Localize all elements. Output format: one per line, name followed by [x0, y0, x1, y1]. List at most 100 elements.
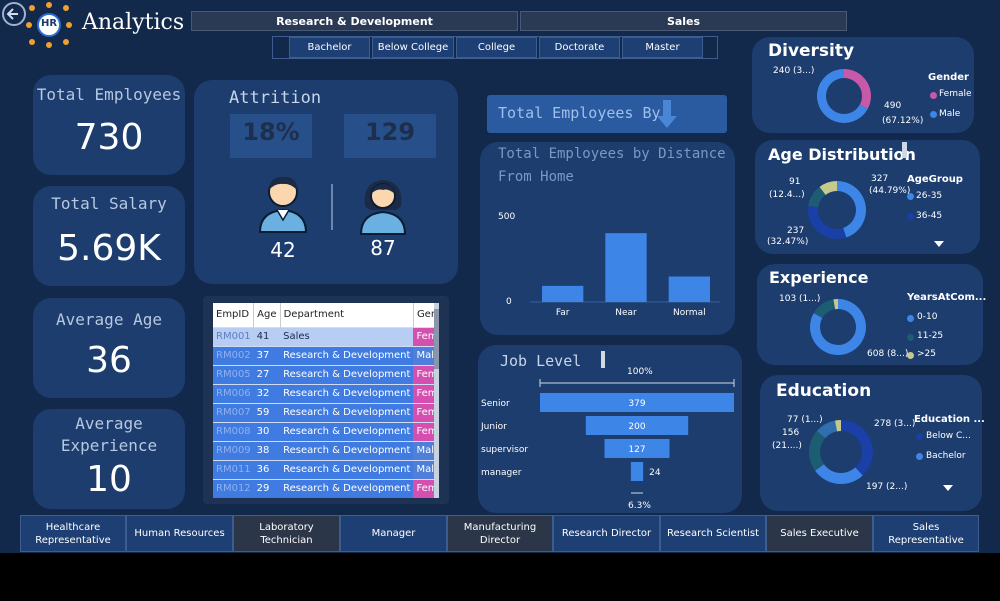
- edu-slicer-below-college[interactable]: Below College: [372, 37, 454, 58]
- edu-slicer-college[interactable]: College: [456, 37, 537, 58]
- job-role-laboratory-technician[interactable]: Laboratory Technician: [233, 515, 340, 552]
- total-employees-by-button[interactable]: Total Employees By: [487, 95, 727, 133]
- slice-11-25-1[interactable]: [813, 299, 836, 319]
- job-role-manager[interactable]: Manager: [340, 515, 447, 552]
- cell-gender: Fema: [413, 383, 434, 403]
- slice--25-2[interactable]: [833, 299, 838, 310]
- job-role-manufacturing-director[interactable]: Manufacturing Director: [447, 515, 553, 552]
- bar-near[interactable]: [605, 233, 647, 302]
- table-row[interactable]: RM00141SalesFema: [213, 326, 434, 346]
- col-department[interactable]: Department: [280, 303, 414, 327]
- funnel-label-supervisor: supervisor: [481, 445, 528, 455]
- table-scrollbar[interactable]: [434, 303, 439, 498]
- slice-other-2[interactable]: [809, 430, 826, 471]
- slice-other-2[interactable]: [808, 186, 826, 208]
- cell-gender: Fema: [413, 326, 434, 346]
- cell-department: Research & Development: [280, 421, 414, 441]
- back-button[interactable]: [2, 2, 26, 26]
- male-value-label-1: 490: [884, 101, 902, 111]
- cell-empid: RM009: [213, 440, 254, 460]
- funnel-bar-manager[interactable]: [630, 462, 644, 481]
- legend-36-45[interactable]: 36-45: [916, 211, 943, 221]
- slice-male-1[interactable]: [817, 69, 868, 123]
- slice-other-3[interactable]: [819, 181, 837, 195]
- attrition-title: Attrition: [229, 88, 322, 108]
- col-age[interactable]: Age: [253, 303, 281, 327]
- employee-table-wrap: EmpID Age Department Gend RM00141SalesFe…: [213, 303, 434, 498]
- legend-male[interactable]: Male: [939, 109, 961, 119]
- job-role-sales-representative[interactable]: Sales Representative: [873, 515, 979, 552]
- cell-gender: Fema: [413, 421, 434, 441]
- job-role-research-scientist[interactable]: Research Scientist: [660, 515, 766, 552]
- table-scrollbar-thumb[interactable]: [434, 309, 439, 369]
- job-role-research-director[interactable]: Research Director: [553, 515, 660, 552]
- distance-bar-chart: Far Near Normal: [530, 233, 720, 318]
- edu-slicer-master[interactable]: Master: [622, 37, 703, 58]
- education-title: Education: [776, 381, 872, 401]
- dept-slicer-sales[interactable]: Sales: [520, 11, 847, 31]
- legend-dot-26-35: [907, 193, 914, 200]
- slice-below-college-0[interactable]: [841, 420, 873, 476]
- funnel-bar-junior[interactable]: [585, 416, 689, 435]
- slice-other-4[interactable]: [834, 420, 841, 432]
- slice-bachelor-1[interactable]: [815, 464, 863, 484]
- kpi-label: Average Age: [56, 310, 162, 329]
- divider: [331, 184, 333, 230]
- funnel-value-junior: 200: [628, 422, 645, 432]
- cell-age: 30: [253, 421, 281, 441]
- slice-26-35-0[interactable]: [837, 181, 866, 238]
- slice-36-45-1[interactable]: [808, 205, 847, 239]
- legend-bachelor[interactable]: Bachelor: [926, 451, 966, 461]
- legend-25-plus[interactable]: >25: [917, 349, 936, 359]
- legend-11-25[interactable]: 11-25: [917, 331, 944, 341]
- exp-label-b: 608 (8...): [867, 349, 909, 359]
- cell-gender: Male: [413, 440, 434, 460]
- kpi-label: Average Experience: [60, 414, 158, 455]
- title-marker: [902, 142, 907, 158]
- edu-label-b2: (21....): [772, 441, 802, 451]
- attrition-count-box: [344, 114, 436, 158]
- bar-normal[interactable]: [668, 276, 710, 303]
- job-role-sales-executive[interactable]: Sales Executive: [766, 515, 873, 552]
- age-distribution-card: Age Distribution 91 (12.4...) 327 (44.79…: [755, 140, 980, 254]
- cell-gender: Fema: [413, 402, 434, 422]
- legend-0-10[interactable]: 0-10: [917, 312, 938, 322]
- col-gender[interactable]: Gend: [416, 309, 434, 321]
- legend-more-down-icon[interactable]: [942, 484, 954, 492]
- attrition-count: 129: [364, 118, 416, 146]
- slice-other-3[interactable]: [816, 420, 838, 439]
- job-role-healthcare-representative[interactable]: Healthcare Representative: [20, 515, 126, 552]
- legend-more-down-icon[interactable]: [933, 240, 945, 248]
- dept-slicer-rnd[interactable]: Research & Development: [191, 11, 518, 31]
- edu-slicer-doctorate[interactable]: Doctorate: [539, 37, 620, 58]
- legend-26-35[interactable]: 26-35: [916, 191, 943, 201]
- job-role-human-resources[interactable]: Human Resources: [126, 515, 233, 552]
- funnel-bar-supervisor[interactable]: [604, 439, 670, 458]
- education-slicer: [272, 36, 718, 59]
- funnel-bar-senior[interactable]: [540, 393, 734, 412]
- female-value-label: 240 (3...): [773, 66, 815, 76]
- title-marker: [601, 351, 605, 368]
- age-label-b1: 327: [871, 174, 889, 184]
- slice-female-0[interactable]: [844, 69, 871, 109]
- gender-donut-chart: [817, 69, 871, 123]
- hr-logo: HR: [26, 2, 72, 48]
- bar-far[interactable]: [542, 285, 584, 302]
- page-title: Analytics: [82, 10, 185, 35]
- slice-0-10-0[interactable]: [810, 299, 866, 355]
- col-empid[interactable]: EmpID: [213, 303, 255, 327]
- funnel-value-manager: 24: [649, 468, 661, 478]
- edu-slicer-bachelor[interactable]: Bachelor: [289, 37, 370, 58]
- legend-below-college[interactable]: Below C...: [926, 431, 971, 441]
- legend-female[interactable]: Female: [939, 89, 972, 99]
- cell-empid: RM007: [213, 402, 254, 422]
- diversity-card: Diversity 240 (3...) 490 (67.12%) Gender…: [752, 37, 974, 133]
